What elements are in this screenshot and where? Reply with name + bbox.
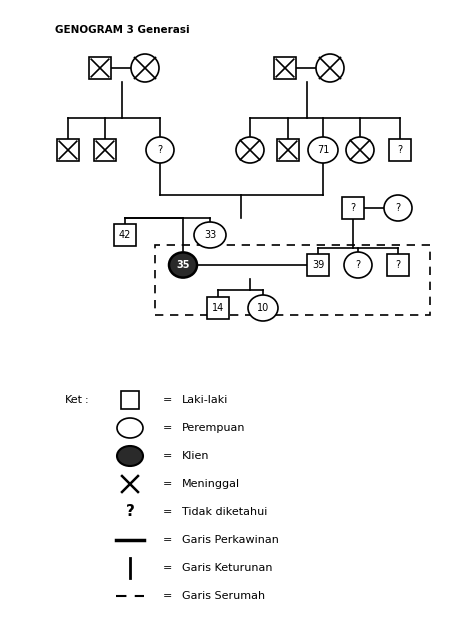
Bar (387, 254, 409, 276)
Text: 10: 10 (257, 303, 269, 313)
Bar (389, 139, 411, 161)
Ellipse shape (308, 137, 338, 163)
Text: Meninggal: Meninggal (182, 479, 240, 489)
Text: =: = (164, 591, 173, 601)
Bar (307, 254, 329, 276)
Bar (57, 139, 79, 161)
Text: =: = (164, 451, 173, 461)
Ellipse shape (117, 446, 143, 466)
Text: 42: 42 (119, 230, 131, 240)
Ellipse shape (131, 54, 159, 82)
Text: Tidak diketahui: Tidak diketahui (182, 507, 267, 517)
Text: =: = (164, 395, 173, 405)
Text: 14: 14 (212, 303, 224, 313)
Bar (277, 139, 299, 161)
Ellipse shape (169, 252, 197, 277)
Text: :: : (85, 395, 89, 405)
Bar (342, 197, 364, 219)
Text: Garis Serumah: Garis Serumah (182, 591, 265, 601)
Text: 33: 33 (204, 230, 216, 240)
Ellipse shape (344, 252, 372, 278)
Bar (89, 57, 111, 79)
Text: =: = (164, 507, 173, 517)
Text: 71: 71 (317, 145, 329, 155)
Text: 35: 35 (176, 260, 190, 270)
Bar (94, 139, 116, 161)
Text: ?: ? (395, 260, 401, 270)
Text: Perempuan: Perempuan (182, 423, 246, 433)
Text: GENOGRAM 3 Generasi: GENOGRAM 3 Generasi (55, 25, 190, 35)
Bar (207, 297, 229, 319)
Ellipse shape (384, 195, 412, 221)
Bar (155, 245, 430, 315)
Text: =: = (164, 563, 173, 573)
Text: Ket: Ket (65, 395, 83, 405)
Text: ?: ? (395, 203, 401, 213)
Text: ?: ? (397, 145, 402, 155)
Bar (274, 57, 296, 79)
Text: ?: ? (356, 260, 361, 270)
Text: =: = (164, 423, 173, 433)
Ellipse shape (146, 137, 174, 163)
Ellipse shape (194, 222, 226, 248)
Text: Laki-laki: Laki-laki (182, 395, 228, 405)
Text: ?: ? (350, 203, 356, 213)
Text: Garis Keturunan: Garis Keturunan (182, 563, 273, 573)
Bar (114, 224, 136, 246)
Text: =: = (164, 535, 173, 545)
Ellipse shape (236, 137, 264, 163)
Ellipse shape (316, 54, 344, 82)
Text: ?: ? (157, 145, 163, 155)
Ellipse shape (346, 137, 374, 163)
Bar (121, 391, 139, 409)
Text: 39: 39 (312, 260, 324, 270)
Text: =: = (164, 479, 173, 489)
Text: Garis Perkawinan: Garis Perkawinan (182, 535, 279, 545)
Text: ?: ? (126, 504, 135, 520)
Text: Klien: Klien (182, 451, 210, 461)
Ellipse shape (248, 295, 278, 321)
Ellipse shape (117, 418, 143, 438)
